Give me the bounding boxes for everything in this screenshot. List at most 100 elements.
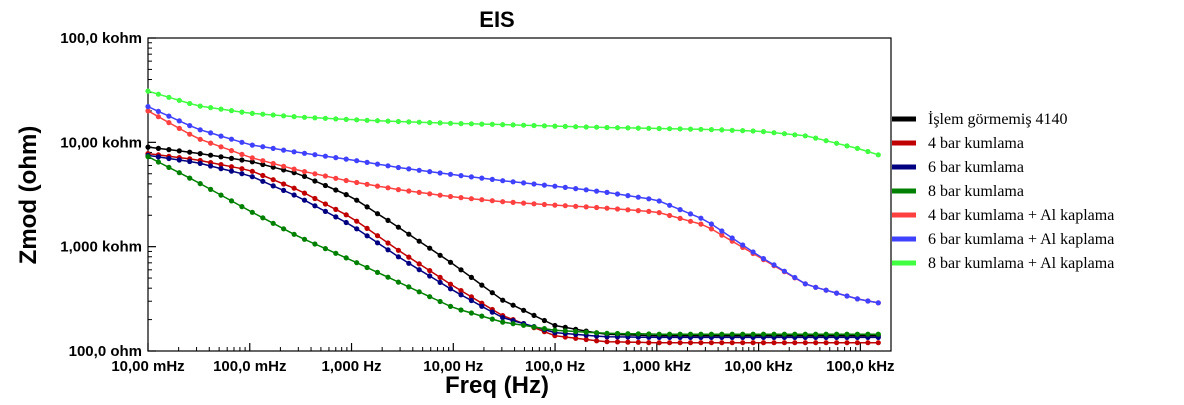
data-point (218, 106, 224, 112)
data-point (750, 128, 756, 134)
data-point (458, 307, 464, 313)
data-point (406, 166, 412, 172)
data-point (740, 242, 746, 248)
data-point (427, 120, 433, 126)
data-point (239, 157, 245, 163)
data-point (176, 148, 182, 154)
data-point (374, 161, 381, 167)
x-tick-label: 100,0 mHz (213, 358, 286, 375)
data-point (354, 117, 360, 123)
data-point (239, 139, 245, 145)
data-point (531, 122, 537, 129)
data-point (771, 130, 777, 136)
data-point (604, 339, 610, 345)
data-point (270, 145, 276, 151)
data-point (719, 331, 725, 337)
data-point (677, 340, 683, 346)
x-axis-title: Freq (Hz) (445, 372, 549, 399)
data-point (416, 261, 422, 267)
data-point (552, 327, 558, 333)
data-point (187, 175, 193, 181)
data-point (875, 152, 881, 158)
data-point (343, 116, 349, 122)
data-point (667, 126, 673, 132)
data-point (343, 255, 349, 261)
data-point (208, 140, 214, 146)
data-point (521, 200, 527, 206)
y-axis-title: Zmod (ohm) (15, 126, 42, 265)
series-layer (145, 88, 881, 346)
data-point (479, 175, 485, 181)
data-point (260, 178, 266, 184)
data-point (844, 293, 850, 299)
data-point (813, 331, 819, 337)
data-point (500, 178, 506, 184)
data-point (656, 340, 662, 346)
data-point (500, 297, 506, 303)
data-point (187, 131, 193, 137)
data-point (635, 208, 641, 214)
data-point (354, 197, 360, 203)
data-point (155, 145, 161, 151)
data-point (834, 140, 840, 146)
data-point (406, 231, 412, 237)
data-point (416, 238, 422, 244)
data-point (374, 183, 381, 189)
data-point (374, 269, 381, 275)
data-point (281, 181, 287, 187)
data-point (802, 281, 808, 287)
data-point (385, 217, 391, 223)
data-point (239, 151, 245, 157)
data-point (479, 121, 485, 127)
data-point (458, 267, 464, 273)
data-point (249, 209, 255, 215)
data-point (729, 127, 735, 133)
x-tick-label: 10,00 kHz (724, 358, 792, 375)
data-point (708, 340, 715, 346)
data-point (552, 322, 558, 329)
legend-label: 8 bar kumlama (928, 183, 1024, 200)
data-point (301, 197, 308, 203)
data-point (729, 340, 735, 346)
data-point (750, 249, 756, 255)
data-point (875, 331, 881, 337)
data-point (667, 331, 673, 337)
data-point (374, 118, 381, 124)
legend-label: 4 bar kumlama + Al kaplama (928, 207, 1114, 224)
data-point (322, 115, 328, 121)
data-point (364, 233, 370, 239)
data-point (468, 297, 474, 304)
data-point (541, 326, 548, 332)
x-tick-label: 10,00 mHz (111, 358, 184, 375)
data-point (406, 284, 412, 290)
data-point (813, 284, 819, 290)
data-point (291, 114, 297, 120)
data-point (687, 340, 694, 346)
data-point (447, 193, 454, 200)
data-point (823, 340, 829, 346)
data-point (667, 202, 673, 208)
data-point (656, 125, 662, 132)
data-point (458, 121, 464, 127)
data-point (646, 340, 652, 346)
data-point (844, 340, 850, 346)
data-point (594, 338, 600, 344)
data-point (301, 114, 308, 120)
data-point (333, 116, 339, 122)
data-point (249, 142, 255, 148)
data-point (166, 113, 172, 119)
data-point (573, 124, 579, 130)
data-point (416, 189, 422, 195)
plot-frame (147, 37, 892, 352)
data-point (604, 330, 610, 336)
data-point (354, 260, 360, 266)
data-point (281, 113, 287, 119)
data-point (708, 127, 715, 133)
data-point (760, 256, 767, 262)
data-point (604, 189, 610, 195)
data-point (208, 130, 214, 136)
data-point (781, 268, 788, 274)
x-tick-label: 100,0 kHz (826, 358, 894, 375)
data-point (395, 254, 401, 260)
data-point (322, 153, 328, 159)
